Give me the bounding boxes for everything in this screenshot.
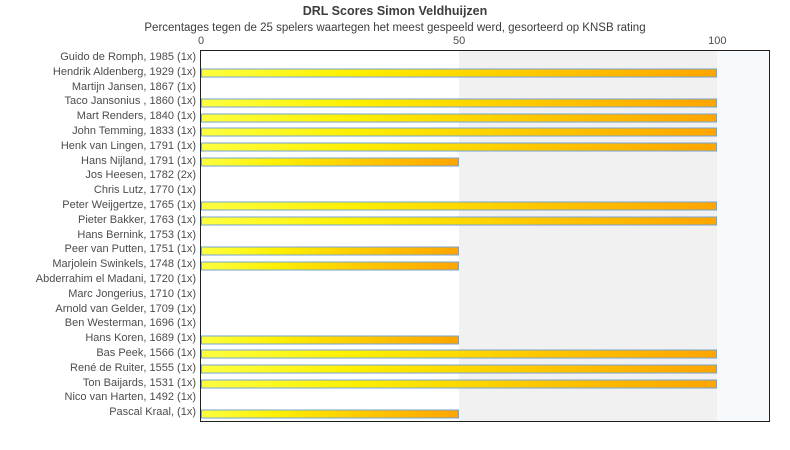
bar xyxy=(201,364,718,374)
x-axis-tick: 50 xyxy=(453,35,466,47)
bar xyxy=(201,261,460,271)
band-0-50 xyxy=(201,51,460,421)
y-axis-label: Peter Weijgertze, 1765 (1x) xyxy=(62,198,196,211)
y-axis-label: Pascal Kraal, (1x) xyxy=(109,406,196,419)
bar xyxy=(201,246,460,256)
y-axis-label: Martijn Jansen, 1867 (1x) xyxy=(71,80,196,93)
band-50-100 xyxy=(459,51,718,421)
band-100-110 xyxy=(717,51,769,421)
y-axis-label: Marjolein Swinkels, 1748 (1x) xyxy=(52,258,196,271)
y-axis-label: Hans Nijland, 1791 (1x) xyxy=(81,154,196,167)
y-axis-label: Chris Lutz, 1770 (1x) xyxy=(93,184,196,197)
plot-area xyxy=(200,50,770,422)
bar xyxy=(201,216,718,226)
y-axis-label: Hans Koren, 1689 (1x) xyxy=(85,332,196,345)
chart-title: DRL Scores Simon Veldhuijzen xyxy=(302,4,488,18)
chart-subtitle: Percentages tegen de 25 spelers waartege… xyxy=(144,22,646,34)
bar xyxy=(201,127,718,137)
y-axis-label: Bas Peek, 1566 (1x) xyxy=(96,346,196,359)
x-axis-tick: 100 xyxy=(708,35,727,47)
y-axis-label: René de Ruiter, 1555 (1x) xyxy=(70,361,196,374)
y-axis-label: Hans Bernink, 1753 (1x) xyxy=(77,228,196,241)
bar xyxy=(201,113,718,123)
y-axis-label: Marc Jongerius, 1710 (1x) xyxy=(68,287,196,300)
y-axis-label: Henk van Lingen, 1791 (1x) xyxy=(60,139,196,152)
y-axis-labels: Guido de Romph, 1985 (1x) Hendrik Aldenbe… xyxy=(0,50,196,420)
y-axis-label: Abderrahim el Madani, 1720 (1x) xyxy=(35,272,196,285)
y-axis-label: Peer van Putten, 1751 (1x) xyxy=(64,243,196,256)
x-axis: 0 50 100 xyxy=(197,35,769,49)
bar xyxy=(201,98,718,108)
bar xyxy=(201,409,460,419)
bar xyxy=(201,142,718,152)
y-axis-label: Pieter Bakker, 1763 (1x) xyxy=(77,213,196,226)
bar xyxy=(201,335,460,345)
y-axis-label: Taco Jansonius , 1860 (1x) xyxy=(64,95,196,108)
x-axis-tick: 0 xyxy=(197,35,205,47)
y-axis-label: Nico van Harten, 1492 (1x) xyxy=(64,391,196,404)
bar xyxy=(201,349,718,359)
y-axis-label: Arnold van Gelder, 1709 (1x) xyxy=(55,302,196,315)
y-axis-label: Guido de Romph, 1985 (1x) xyxy=(60,51,196,63)
bar xyxy=(201,379,718,389)
y-axis-label: Jos Heesen, 1782 (2x) xyxy=(85,169,196,182)
bar xyxy=(201,201,718,211)
y-axis-label: Mart Renders, 1840 (1x) xyxy=(76,110,196,123)
y-axis-label: Ben Westerman, 1696 (1x) xyxy=(64,317,196,330)
y-axis-label: Hendrik Aldenberg, 1929 (1x) xyxy=(52,65,196,78)
y-axis-label: Ton Baijards, 1531 (1x) xyxy=(82,376,196,389)
bar xyxy=(201,68,718,78)
y-axis-label: John Temming, 1833 (1x) xyxy=(72,124,196,137)
bar xyxy=(201,157,460,167)
